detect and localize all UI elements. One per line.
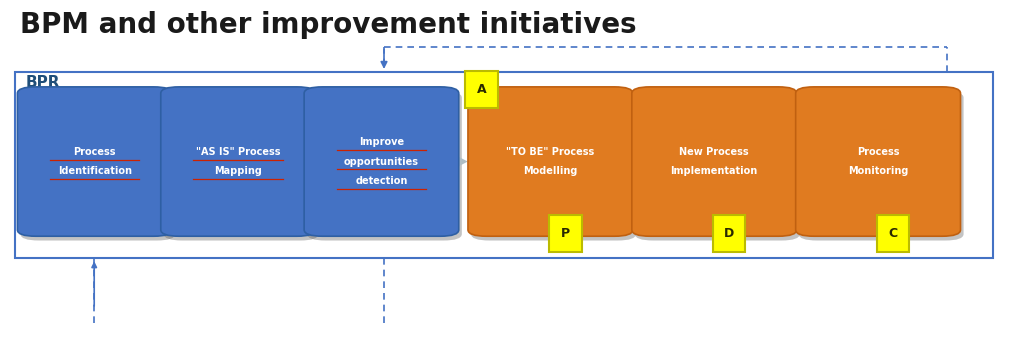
Polygon shape [156,153,181,171]
Polygon shape [616,153,642,171]
Text: P: P [561,227,569,240]
Text: BPR: BPR [26,75,60,90]
Text: "TO BE" Process: "TO BE" Process [506,147,595,157]
FancyBboxPatch shape [468,87,633,236]
Text: Monitoring: Monitoring [848,167,908,176]
FancyBboxPatch shape [796,87,961,236]
FancyBboxPatch shape [471,91,636,241]
Polygon shape [299,153,325,171]
Text: A: A [476,83,486,96]
Text: Implementation: Implementation [671,167,758,176]
Text: opportunities: opportunities [344,157,419,167]
Polygon shape [780,153,806,171]
FancyBboxPatch shape [17,87,172,236]
Text: C: C [889,227,897,240]
Text: D: D [724,227,734,240]
Text: Process: Process [857,147,899,157]
Text: detection: detection [355,176,408,186]
Text: Modelling: Modelling [523,167,578,176]
FancyBboxPatch shape [799,91,964,241]
Polygon shape [442,153,468,171]
Text: Improve: Improve [358,137,404,147]
FancyBboxPatch shape [632,87,797,236]
Text: BPM and other improvement initiatives: BPM and other improvement initiatives [20,11,637,39]
Text: Mapping: Mapping [214,167,262,176]
Text: "AS IS" Process: "AS IS" Process [196,147,281,157]
Text: Identification: Identification [57,167,132,176]
FancyBboxPatch shape [465,71,498,108]
FancyBboxPatch shape [307,91,462,241]
FancyBboxPatch shape [304,87,459,236]
Text: New Process: New Process [680,147,749,157]
FancyBboxPatch shape [635,91,800,241]
FancyBboxPatch shape [549,215,582,252]
FancyBboxPatch shape [164,91,318,241]
FancyBboxPatch shape [713,215,745,252]
FancyBboxPatch shape [161,87,315,236]
FancyBboxPatch shape [20,91,175,241]
Text: Process: Process [74,147,116,157]
FancyBboxPatch shape [877,215,909,252]
